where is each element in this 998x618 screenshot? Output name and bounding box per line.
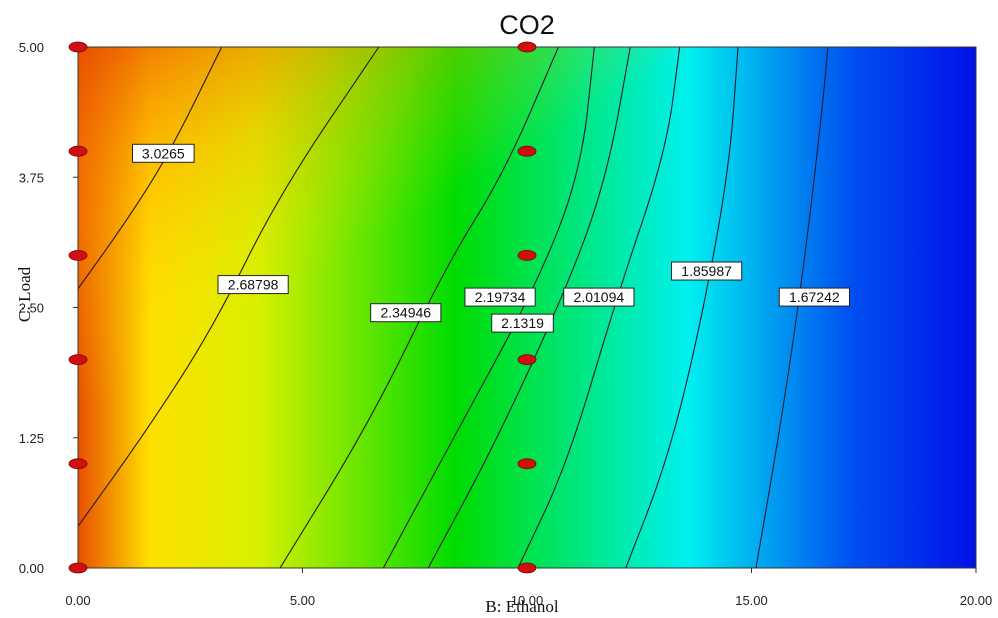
contour-label: 2.1319 [491,313,554,333]
contour-label-text: 2.34946 [380,305,431,321]
contour-labels: 3.0265 2.68798 2.34946 2.19734 2.1319 2.01094… [132,143,850,333]
contour-label: 1.67242 [778,287,850,307]
contour-label-box [464,287,536,307]
contour-label: 2.01094 [563,287,635,307]
contour-label-text: 3.0265 [142,145,185,161]
contour-label-text: 2.19734 [475,289,526,305]
design-point [517,458,537,470]
design-point [68,41,88,53]
design-point [517,562,537,574]
contour-label-box [563,287,635,307]
design-point [68,249,88,261]
design-point [517,354,537,366]
design-point [517,145,537,157]
contour-line [755,47,829,568]
contour-label-box [491,313,554,333]
y-axis-title: C: Load [15,266,34,322]
contour-label: 3.0265 [132,143,195,163]
y-tick-label: 3.75 [19,170,44,185]
axis-ticks: 0.00 5.00 10.00 15.00 20.00 0.00 1.25 2.50 3.75 5… [19,40,993,608]
contour-label-box [132,143,195,163]
chart-title: CO2 [499,10,555,40]
contour-label: 1.85987 [671,261,743,281]
contour-label-text: 2.1319 [501,315,544,331]
design-point [517,249,537,261]
contour-label: 2.68798 [217,275,289,295]
y-tick-label: 2.50 [19,301,44,316]
contour-line [625,47,739,568]
contour-label-text: 2.01094 [574,289,625,305]
contour-label-text: 1.85987 [681,263,732,279]
y-tick-label: 5.00 [19,40,44,55]
x-tick-label: 0.00 [65,593,90,608]
contour-label-box [370,303,442,323]
contour-lines [78,47,829,568]
design-point [517,41,537,53]
x-tick-label: 10.00 [511,593,544,608]
design-point [68,145,88,157]
contour-label-box [671,261,743,281]
design-point [68,562,88,574]
contour-label-box [217,275,289,295]
x-axis-title: B: Ethanol [485,597,558,616]
contour-label-box [778,287,850,307]
design-points [68,41,537,574]
response-surface-highlight [78,47,976,568]
x-tick-label: 15.00 [735,593,768,608]
contour-line [382,47,595,568]
x-tick-label: 5.00 [290,593,315,608]
design-point [68,354,88,366]
contour-line [279,47,559,568]
y-tick-label: 0.00 [19,561,44,576]
contour-line [517,47,681,568]
contour-label-text: 1.67242 [789,289,840,305]
design-point [68,458,88,470]
contour-label-text: 2.68798 [228,277,279,293]
contour-line [78,47,223,290]
x-tick-label: 20.00 [960,593,993,608]
contour-line [427,47,631,568]
contour-line [78,47,380,527]
contour-label: 2.19734 [464,287,536,307]
contour-label: 2.34946 [370,303,442,323]
y-tick-label: 1.25 [19,431,44,446]
